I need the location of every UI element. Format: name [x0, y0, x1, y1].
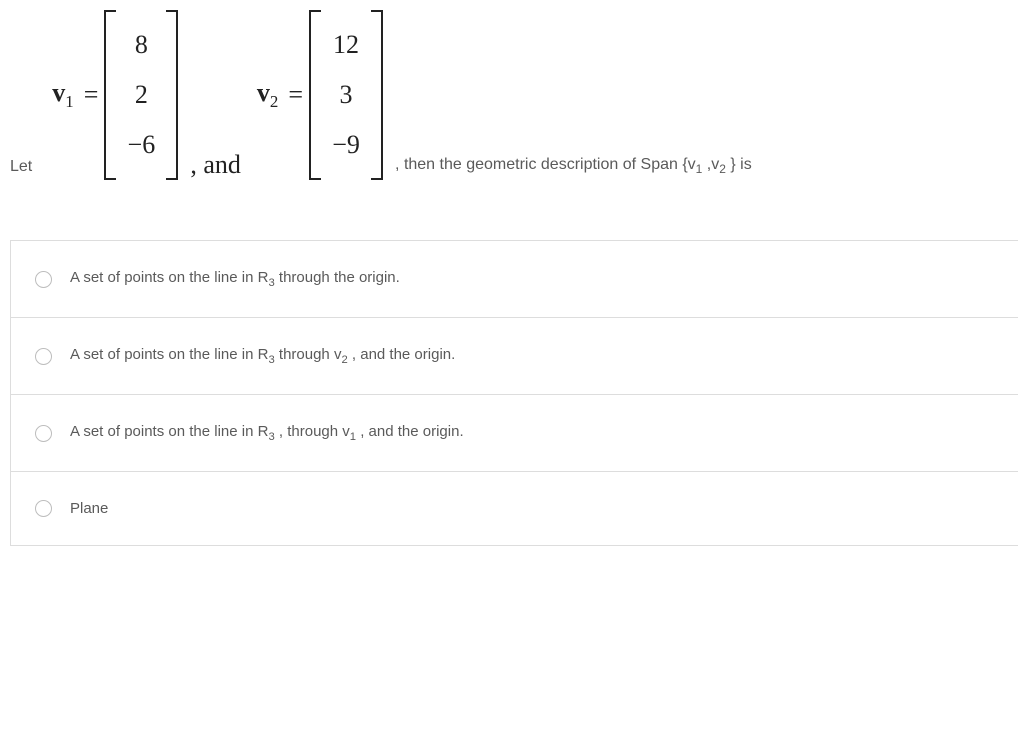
equals-sign-1: =: [84, 80, 99, 110]
v2-vector: 12 3 −9: [309, 10, 383, 180]
opt2-prefix: A set of points on the line in R: [70, 423, 268, 440]
v2-label: v2: [257, 78, 278, 112]
opt2-rest-suffix: , and the origin.: [356, 423, 464, 440]
v1-vector: 8 2 −6: [104, 10, 178, 180]
v2-entry-0: 12: [329, 20, 363, 70]
opt3-prefix: Plane: [70, 500, 108, 517]
v1-sub: 1: [65, 92, 73, 111]
bracket-right-icon: [164, 10, 178, 180]
opt1-rest-prefix: through v: [275, 346, 342, 363]
bracket-left-icon: [309, 10, 323, 180]
option-row[interactable]: A set of points on the line in R3 throug…: [10, 241, 1018, 318]
v1-base: v: [52, 78, 65, 107]
let-label: Let: [10, 158, 32, 180]
v1-entry-2: −6: [124, 120, 158, 170]
trailing-suffix: } is: [726, 156, 752, 173]
opt0-rest: through the origin.: [275, 269, 400, 286]
question-stem: Let v1 = 8 2 −6 , and v2 = 12 3 −9: [10, 10, 1018, 180]
trailing-text: , then the geometric description of Span…: [395, 156, 752, 180]
equation-v1: v1 = 8 2 −6: [48, 10, 178, 180]
opt2-rest-prefix: , through v: [275, 423, 350, 440]
option-label-3: Plane: [70, 500, 108, 517]
connector-and: , and: [190, 150, 241, 180]
opt1-rest-suffix: , and the origin.: [348, 346, 456, 363]
options-list: A set of points on the line in R3 throug…: [10, 240, 1018, 546]
equals-sign-2: =: [288, 80, 303, 110]
radio-icon[interactable]: [35, 348, 52, 365]
option-label-0: A set of points on the line in R3 throug…: [70, 269, 400, 289]
v2-entry-1: 3: [329, 70, 363, 120]
option-label-2: A set of points on the line in R3 , thro…: [70, 423, 464, 443]
v2-sub: 2: [270, 92, 278, 111]
radio-icon[interactable]: [35, 425, 52, 442]
trailing-mid: ,v: [702, 156, 719, 173]
option-row[interactable]: Plane: [10, 472, 1018, 546]
opt1-prefix: A set of points on the line in R: [70, 346, 268, 363]
equation-v2: v2 = 12 3 −9: [253, 10, 383, 180]
v1-label: v1: [52, 78, 73, 112]
option-label-1: A set of points on the line in R3 throug…: [70, 346, 455, 366]
v2-entry-2: −9: [329, 120, 363, 170]
v1-entry-1: 2: [124, 70, 158, 120]
v1-column: 8 2 −6: [118, 10, 164, 180]
v2-column: 12 3 −9: [323, 10, 369, 180]
v1-entry-0: 8: [124, 20, 158, 70]
radio-icon[interactable]: [35, 500, 52, 517]
radio-icon[interactable]: [35, 271, 52, 288]
bracket-right-icon: [369, 10, 383, 180]
trailing-sub2: 2: [719, 162, 726, 176]
opt0-prefix: A set of points on the line in R: [70, 269, 268, 286]
bracket-left-icon: [104, 10, 118, 180]
option-row[interactable]: A set of points on the line in R3 throug…: [10, 318, 1018, 395]
option-row[interactable]: A set of points on the line in R3 , thro…: [10, 395, 1018, 472]
v2-base: v: [257, 78, 270, 107]
trailing-prefix: , then the geometric description of Span…: [395, 156, 696, 173]
